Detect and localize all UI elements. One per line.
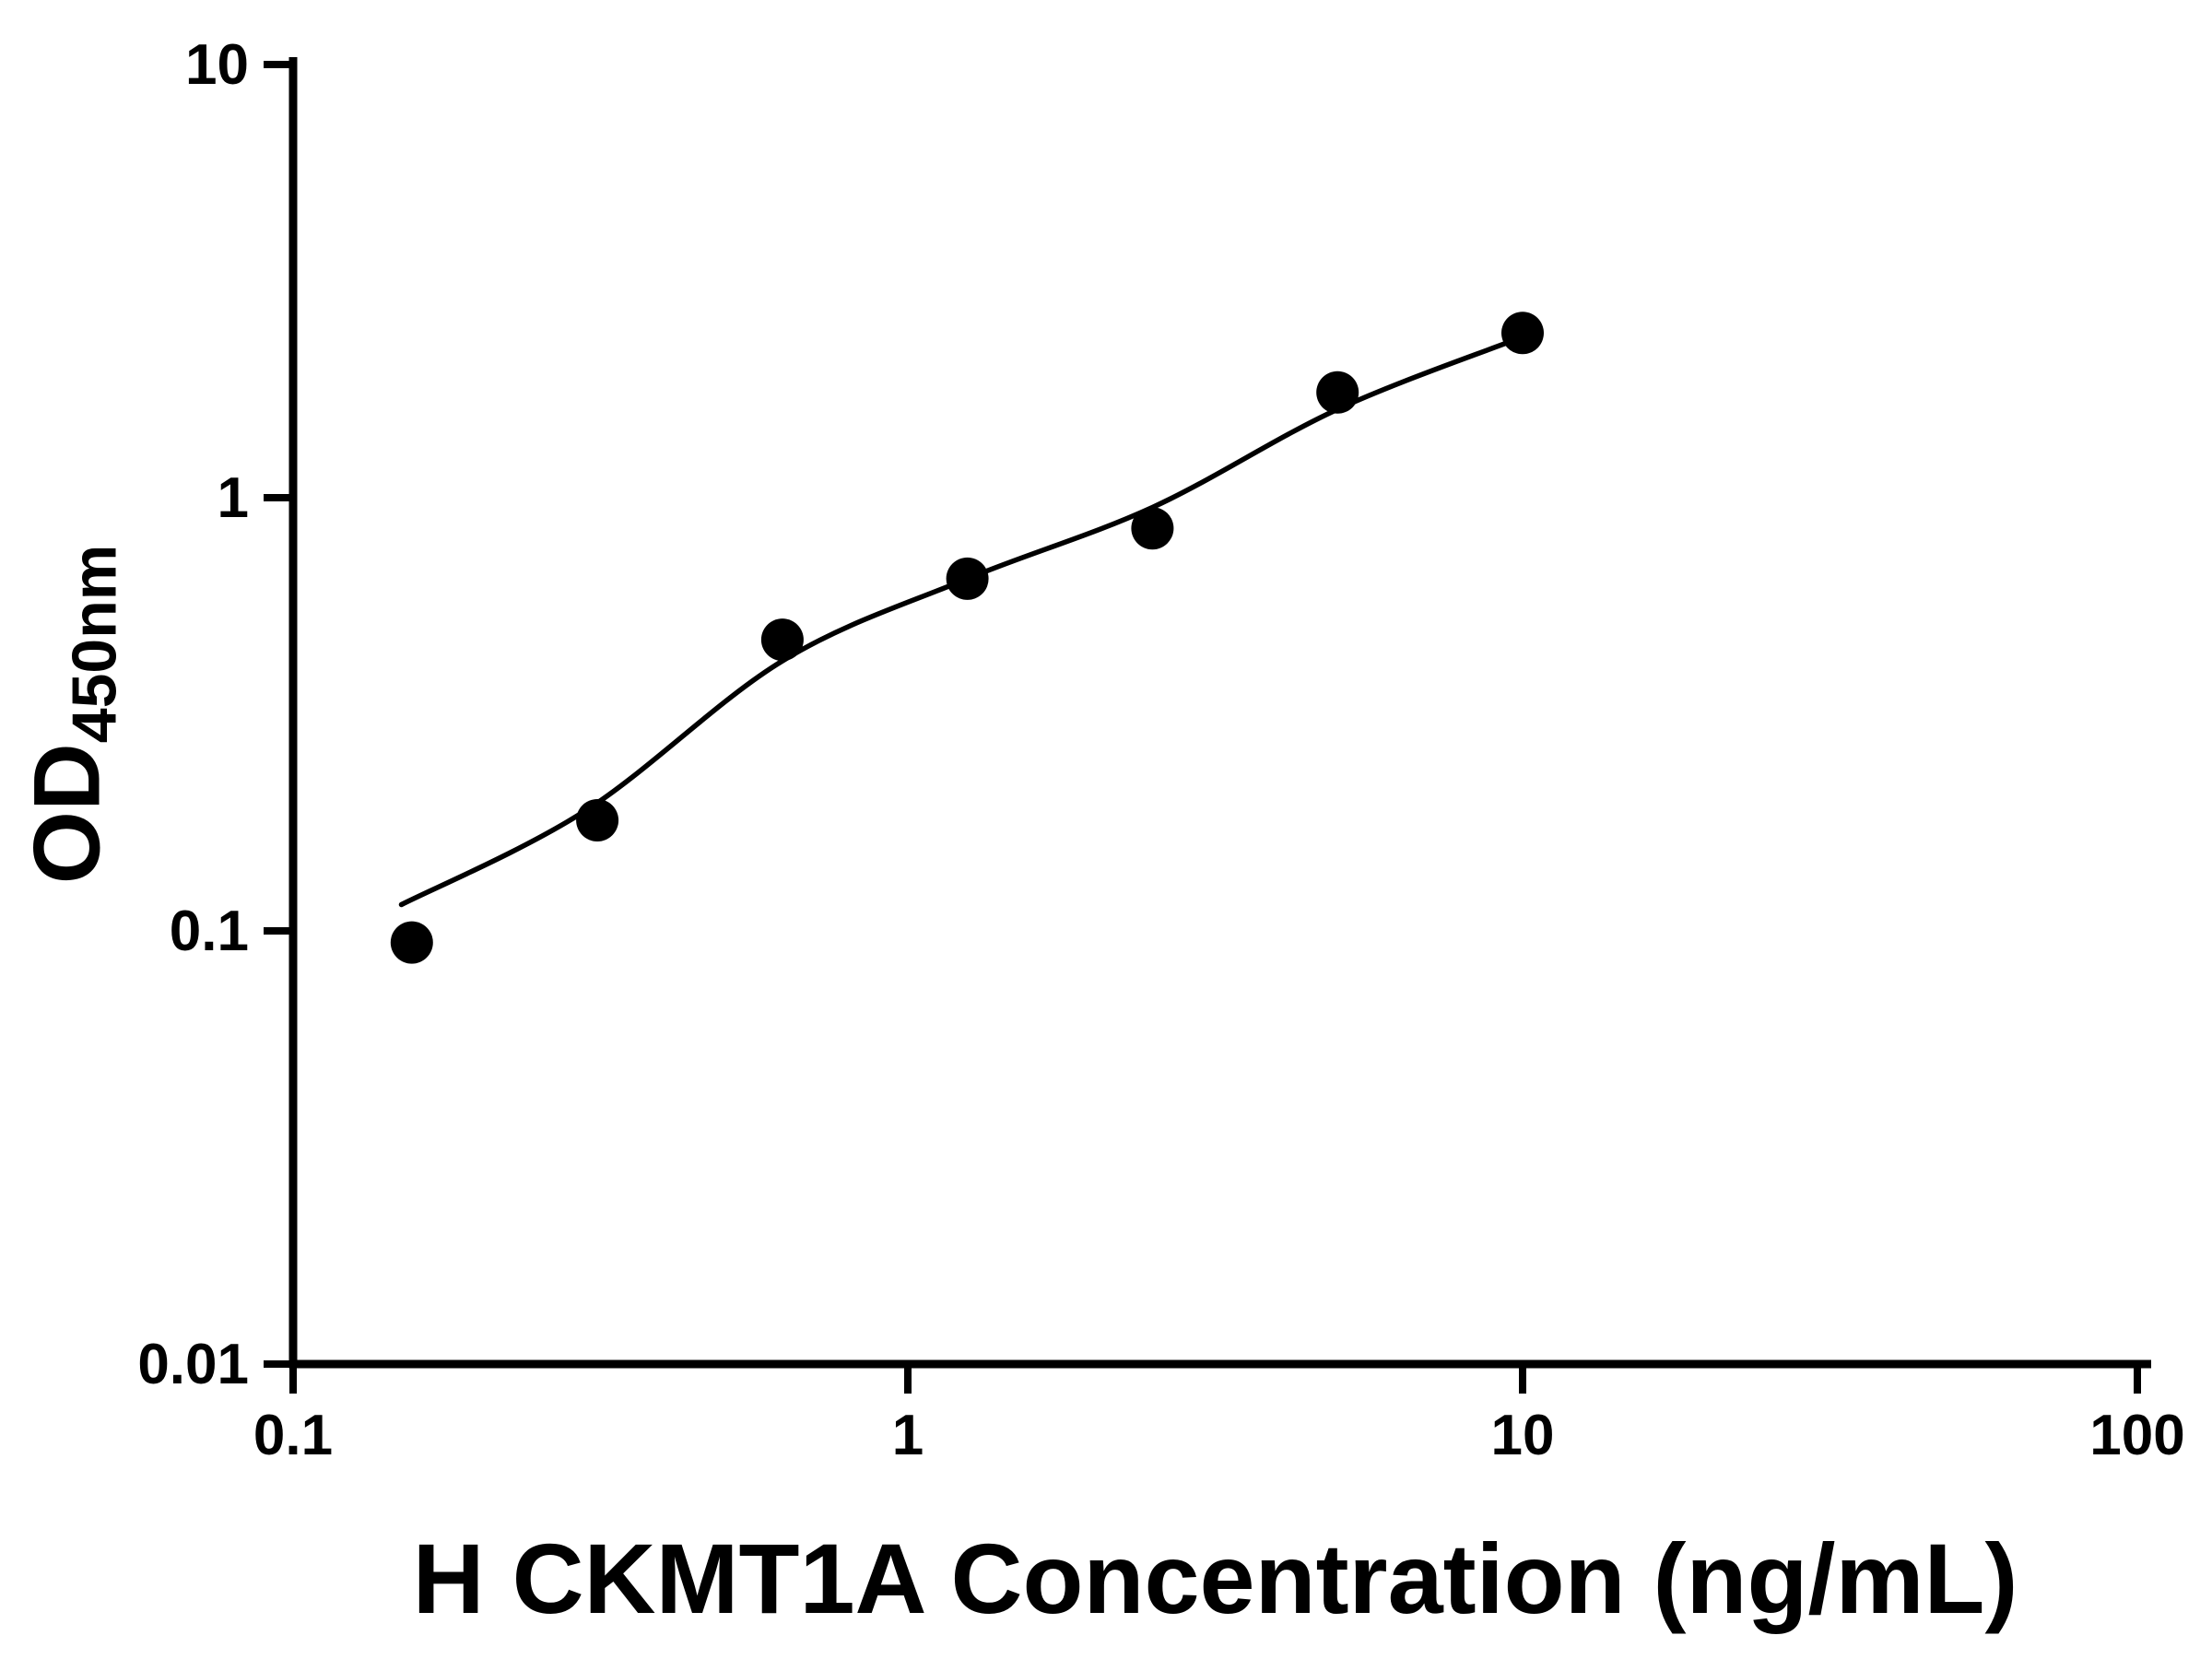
y-tick-label: 1 [218, 466, 249, 530]
x-axis-title: H CKMT1A Concentration (ng/mL) [412, 1523, 2018, 1634]
data-point-marker [390, 921, 433, 964]
y-tick-label: 10 [185, 33, 249, 97]
data-point-marker [576, 799, 619, 841]
y-tick-label: 0.01 [137, 1333, 249, 1396]
x-tick-label: 1 [892, 1404, 924, 1467]
data-point-marker [946, 557, 989, 600]
x-tick-label: 10 [1491, 1404, 1555, 1467]
fit-curve-line [398, 334, 1525, 908]
x-tick-label: 0.1 [253, 1404, 333, 1467]
y-axis-title-sub: 450nm [59, 544, 130, 744]
data-point-marker [1316, 371, 1359, 414]
x-tick-label: 100 [2089, 1404, 2184, 1467]
data-point-marker [760, 618, 804, 662]
y-tick-label: 0.1 [170, 900, 249, 963]
data-point-marker [1131, 507, 1174, 550]
y-axis-title-main: OD [14, 743, 120, 885]
data-point-marker [1501, 312, 1544, 355]
y-axis-title: OD450nm [14, 545, 131, 884]
